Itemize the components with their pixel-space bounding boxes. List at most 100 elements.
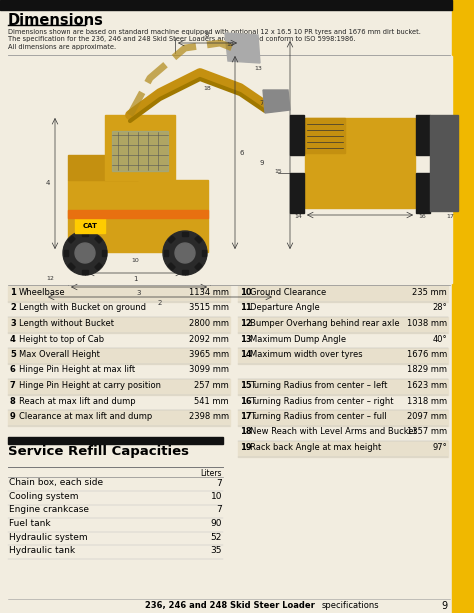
Bar bbox=[238, 317, 448, 332]
Text: Departure Angle: Departure Angle bbox=[250, 303, 320, 313]
Text: Turning Radius from center – right: Turning Radius from center – right bbox=[250, 397, 393, 406]
Bar bbox=[8, 410, 230, 425]
Text: 4: 4 bbox=[46, 180, 50, 186]
Text: 14: 14 bbox=[294, 214, 302, 219]
Text: 8: 8 bbox=[10, 397, 16, 406]
Bar bbox=[202, 250, 206, 256]
Text: 2: 2 bbox=[10, 303, 16, 313]
Bar bbox=[68, 155, 138, 180]
Text: 7: 7 bbox=[260, 100, 264, 106]
Text: The specification for the 236, 246 and 248 Skid Steer Loaders are static and con: The specification for the 236, 246 and 2… bbox=[8, 37, 356, 42]
Text: 1357 mm: 1357 mm bbox=[407, 427, 447, 436]
Circle shape bbox=[175, 243, 195, 263]
Bar bbox=[168, 236, 175, 243]
Bar bbox=[75, 218, 105, 233]
Bar bbox=[102, 250, 106, 256]
Text: 2398 mm: 2398 mm bbox=[189, 412, 229, 421]
Text: 9: 9 bbox=[260, 160, 264, 166]
Text: Hinge Pin Height at carry position: Hinge Pin Height at carry position bbox=[19, 381, 161, 390]
Text: 13: 13 bbox=[240, 335, 252, 343]
Bar bbox=[8, 379, 230, 395]
Text: 18: 18 bbox=[240, 427, 252, 436]
Text: Engine crankcase: Engine crankcase bbox=[9, 506, 89, 514]
Text: 16: 16 bbox=[418, 214, 426, 219]
Text: 7: 7 bbox=[10, 381, 16, 390]
Text: 10: 10 bbox=[131, 259, 139, 264]
Bar bbox=[416, 115, 430, 155]
Text: Maximum Dump Angle: Maximum Dump Angle bbox=[250, 335, 346, 343]
Text: 12: 12 bbox=[46, 276, 54, 281]
Text: Wheelbase: Wheelbase bbox=[19, 288, 65, 297]
Bar bbox=[82, 270, 88, 274]
Text: Turning Radius from center – full: Turning Radius from center – full bbox=[250, 412, 387, 421]
Text: All dimensions are approximate.: All dimensions are approximate. bbox=[8, 44, 116, 50]
Text: Hinge Pin Height at max lift: Hinge Pin Height at max lift bbox=[19, 365, 135, 375]
Text: Service Refill Capacities: Service Refill Capacities bbox=[8, 446, 189, 459]
Text: Dimensions shown are based on standard machine equipped with optional 12 x 16.5 : Dimensions shown are based on standard m… bbox=[8, 29, 421, 35]
Text: New Reach with Level Arms and Bucket: New Reach with Level Arms and Bucket bbox=[250, 427, 417, 436]
Text: Cooling system: Cooling system bbox=[9, 492, 79, 501]
Bar bbox=[238, 441, 448, 457]
Text: CAT: CAT bbox=[82, 223, 98, 229]
Text: 3: 3 bbox=[137, 290, 141, 296]
Bar bbox=[0, 0, 452, 10]
Bar bbox=[105, 115, 175, 180]
Text: 1: 1 bbox=[133, 276, 137, 282]
Text: 6: 6 bbox=[240, 150, 244, 156]
Text: 17: 17 bbox=[240, 412, 252, 421]
Text: 7: 7 bbox=[216, 506, 222, 514]
Text: 2800 mm: 2800 mm bbox=[189, 319, 229, 328]
Polygon shape bbox=[263, 90, 290, 113]
Text: 11: 11 bbox=[240, 303, 252, 313]
Bar bbox=[68, 210, 208, 218]
Circle shape bbox=[163, 231, 207, 275]
Bar bbox=[238, 286, 448, 302]
Text: Max Overall Height: Max Overall Height bbox=[19, 350, 100, 359]
Text: 5: 5 bbox=[10, 350, 16, 359]
Text: 4: 4 bbox=[10, 335, 16, 343]
Text: 90: 90 bbox=[210, 519, 222, 528]
Bar bbox=[290, 115, 304, 155]
Text: 3515 mm: 3515 mm bbox=[189, 303, 229, 313]
Bar bbox=[68, 236, 75, 243]
Bar bbox=[82, 232, 88, 236]
Text: 19: 19 bbox=[226, 42, 234, 47]
Text: specifications: specifications bbox=[321, 601, 379, 610]
Bar bbox=[8, 286, 230, 302]
Text: Turning Radius from center – left: Turning Radius from center – left bbox=[250, 381, 387, 390]
Text: Rack back Angle at max height: Rack back Angle at max height bbox=[250, 443, 381, 452]
Text: Clearance at max lift and dump: Clearance at max lift and dump bbox=[19, 412, 152, 421]
Bar bbox=[95, 236, 102, 243]
Bar bbox=[68, 263, 75, 270]
Text: 1829 mm: 1829 mm bbox=[407, 365, 447, 375]
Text: Hydraulic tank: Hydraulic tank bbox=[9, 546, 75, 555]
Bar bbox=[95, 263, 102, 270]
Text: 97°: 97° bbox=[432, 443, 447, 452]
Text: Liters: Liters bbox=[201, 470, 222, 479]
Bar bbox=[164, 250, 168, 256]
Bar bbox=[416, 173, 430, 213]
Text: 1676 mm: 1676 mm bbox=[407, 350, 447, 359]
Text: 2097 mm: 2097 mm bbox=[407, 412, 447, 421]
Text: 3965 mm: 3965 mm bbox=[189, 350, 229, 359]
Text: 13: 13 bbox=[254, 66, 262, 70]
Bar bbox=[182, 232, 188, 236]
Text: 10: 10 bbox=[240, 288, 252, 297]
Text: Height to top of Cab: Height to top of Cab bbox=[19, 335, 104, 343]
Text: 7: 7 bbox=[216, 479, 222, 487]
Text: Maximum width over tyres: Maximum width over tyres bbox=[250, 350, 363, 359]
Text: 12: 12 bbox=[240, 319, 252, 328]
Text: Length without Bucket: Length without Bucket bbox=[19, 319, 114, 328]
Text: 6: 6 bbox=[10, 365, 16, 375]
Text: 19: 19 bbox=[240, 443, 252, 452]
Circle shape bbox=[63, 231, 107, 275]
Text: 257 mm: 257 mm bbox=[194, 381, 229, 390]
Text: Fuel tank: Fuel tank bbox=[9, 519, 51, 528]
Text: Ground Clearance: Ground Clearance bbox=[250, 288, 326, 297]
Text: 9: 9 bbox=[10, 412, 16, 421]
Text: 17: 17 bbox=[446, 214, 454, 219]
Bar bbox=[290, 173, 304, 213]
Text: Bumper Overhang behind rear axle: Bumper Overhang behind rear axle bbox=[250, 319, 400, 328]
Text: 235 mm: 235 mm bbox=[412, 288, 447, 297]
Text: 14: 14 bbox=[240, 350, 252, 359]
